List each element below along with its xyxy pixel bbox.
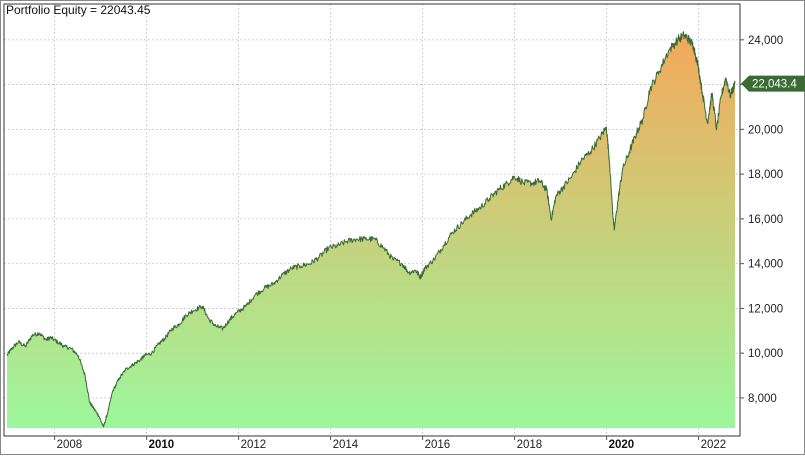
chart-title: Portfolio Equity = 22043.45 xyxy=(6,3,151,17)
x-tick-label: 2014 xyxy=(333,439,359,451)
x-tick-label: 2010 xyxy=(149,439,175,451)
x-tick-label: 2016 xyxy=(425,439,451,451)
x-tick-label: 2012 xyxy=(241,439,267,451)
x-tick-label: 2020 xyxy=(609,439,635,451)
y-tick-label: 8,000 xyxy=(748,393,777,405)
last-value-marker: 22,043.4 xyxy=(741,75,805,92)
y-tick-label: 14,000 xyxy=(748,259,783,271)
plot-border xyxy=(3,3,741,437)
y-tick-label: 18,000 xyxy=(748,169,783,181)
x-axis: 2008 2010 2012 2014 2016 2018 2020 2022 xyxy=(54,436,727,451)
equity-area-fill xyxy=(7,31,735,428)
last-value-badge xyxy=(741,75,805,92)
y-tick-label: 16,000 xyxy=(748,214,783,226)
y-tick-label: 12,000 xyxy=(748,303,783,315)
y-tick-label: 24,000 xyxy=(748,35,783,47)
equity-line xyxy=(6,31,736,428)
x-tick-label: 2008 xyxy=(57,439,83,451)
x-tick-label: 2022 xyxy=(701,439,727,451)
y-tick-label: 10,000 xyxy=(748,348,783,360)
equity-area xyxy=(6,31,736,428)
last-value-label: 22,043.4 xyxy=(752,79,797,91)
x-tick-label: 2018 xyxy=(517,439,543,451)
y-tick-label: 20,000 xyxy=(748,124,783,136)
